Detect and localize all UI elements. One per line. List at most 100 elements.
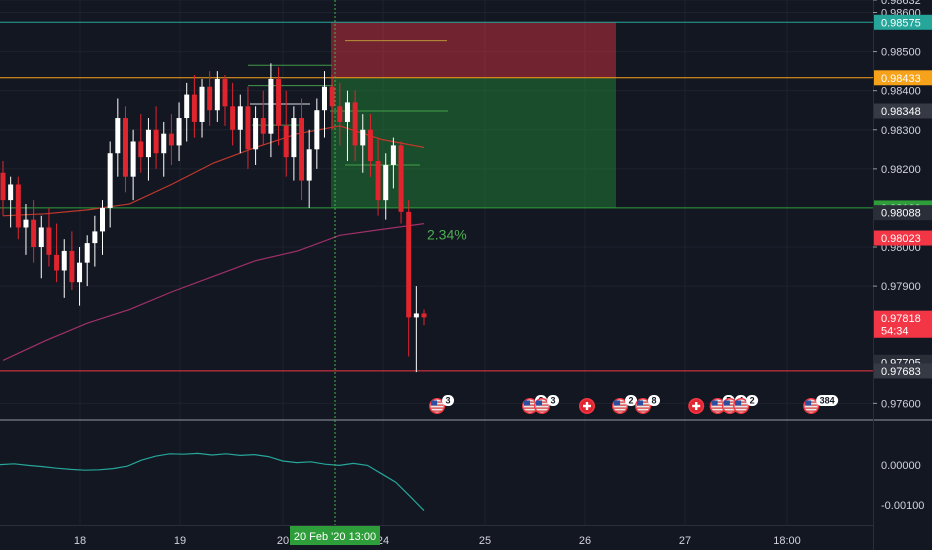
candle-body — [145, 129, 151, 158]
candles — [0, 63, 427, 373]
take-profit-zone — [331, 77, 616, 208]
swiss-cross-horizontal — [583, 404, 591, 408]
oscillator-tick-label: -0.00100 — [881, 500, 924, 512]
candle-body — [77, 262, 83, 283]
time-tick-label: 27 — [679, 535, 691, 547]
candle-body — [413, 313, 419, 318]
candle-body — [337, 106, 343, 122]
candle-body — [314, 110, 320, 150]
event-count-text: 384 — [820, 396, 835, 406]
price-tick-label: 0.98632 — [881, 0, 921, 7]
candle-body — [0, 172, 6, 201]
candle-body — [15, 184, 21, 228]
price-level-tag[interactable] — [874, 363, 932, 379]
candle-body — [367, 129, 373, 162]
price-tick-label: 0.98500 — [881, 47, 921, 59]
time-tick-label: 18:00 — [773, 535, 801, 547]
candle-body — [253, 118, 259, 150]
price-level-tag[interactable] — [874, 70, 932, 86]
candle-body — [268, 78, 274, 134]
event-count-badge — [648, 395, 660, 406]
us-flag-stripe — [735, 407, 748, 409]
candle-body — [260, 118, 266, 134]
us-flag-canton — [735, 400, 742, 406]
candle-body — [38, 227, 44, 248]
moving-average-line — [2, 223, 425, 361]
us-flag-stripe — [431, 410, 444, 412]
price-level-tag-text: 0.97683 — [881, 366, 921, 378]
us-flag-stripe — [637, 410, 649, 412]
candle-body — [100, 207, 106, 232]
crosshair-date-tag[interactable] — [290, 526, 380, 545]
price-level-tag[interactable] — [874, 14, 932, 30]
us-flag-canton — [723, 400, 730, 406]
price-level-tag-text: 0.98088 — [881, 208, 921, 220]
candle-body — [8, 184, 14, 201]
oscillator-pane — [0, 452, 425, 512]
oscillator-tick-label: 0.00000 — [881, 460, 921, 472]
candle-body — [31, 219, 37, 248]
candle-body — [122, 118, 128, 177]
us-flag-canton — [614, 400, 620, 406]
time-tick-label: 26 — [579, 535, 591, 547]
event-count-badge — [816, 395, 839, 406]
us-flag-canton — [711, 400, 718, 406]
candle-body — [291, 118, 297, 158]
candle-body — [406, 211, 412, 318]
price-level-tag-text: 0.97818 — [881, 313, 921, 325]
candle-body — [230, 106, 236, 130]
event-count-text: 2 — [750, 396, 755, 406]
price-tick-label: 0.97600 — [881, 398, 921, 410]
candle-body — [84, 243, 90, 263]
us-flag-canton — [805, 400, 812, 406]
candle-body — [161, 133, 167, 154]
price-level-tag-text: 0.98348 — [881, 106, 921, 118]
us-flag-stripe — [805, 407, 818, 409]
us-flag-canton — [536, 400, 542, 406]
candle-body — [153, 129, 159, 154]
event-count-badge — [547, 395, 559, 406]
candle-body — [360, 129, 366, 146]
us-flag-stripe — [711, 410, 724, 412]
candle-body — [245, 106, 251, 150]
event-markers[interactable]: 33328542384 — [429, 395, 839, 414]
us-flag-stripe — [723, 407, 736, 409]
candle-body — [352, 102, 358, 146]
price-tick-label: 0.98400 — [881, 86, 921, 98]
candle-body — [344, 102, 350, 122]
us-flag-stripe — [711, 407, 724, 409]
us-flag-stripe — [637, 407, 649, 409]
price-level-tag[interactable] — [874, 322, 932, 338]
candle-body — [421, 313, 427, 318]
candle-body — [199, 86, 205, 122]
price-level-tag[interactable] — [874, 230, 932, 246]
price-level-tag-text: 54:34 — [881, 325, 909, 337]
target-percent-label: 2.34% — [427, 227, 467, 243]
price-level-tag-text: 0.98433 — [881, 73, 921, 85]
candle-body — [107, 153, 113, 208]
us-flag-canton — [524, 400, 530, 406]
price-level-tag[interactable] — [874, 310, 932, 326]
candle-body — [23, 219, 29, 228]
price-axis[interactable]: 0.986320.986000.985000.984000.983000.982… — [873, 0, 932, 512]
candle-body — [214, 78, 220, 111]
candle-body — [46, 227, 52, 255]
candle-body — [283, 125, 289, 158]
candle-body — [54, 254, 60, 271]
position-zones — [331, 22, 616, 208]
candle-body — [222, 78, 228, 107]
price-level-tag[interactable] — [874, 103, 932, 119]
us-flag-canton — [431, 400, 438, 406]
candle-body — [130, 141, 136, 177]
candle-body — [115, 118, 121, 154]
candle-body — [329, 86, 335, 107]
candle-body — [237, 106, 243, 130]
candle-body — [383, 164, 389, 201]
price-level-tag[interactable] — [874, 205, 932, 221]
event-count-badge — [746, 395, 759, 406]
candle-body — [321, 86, 327, 111]
